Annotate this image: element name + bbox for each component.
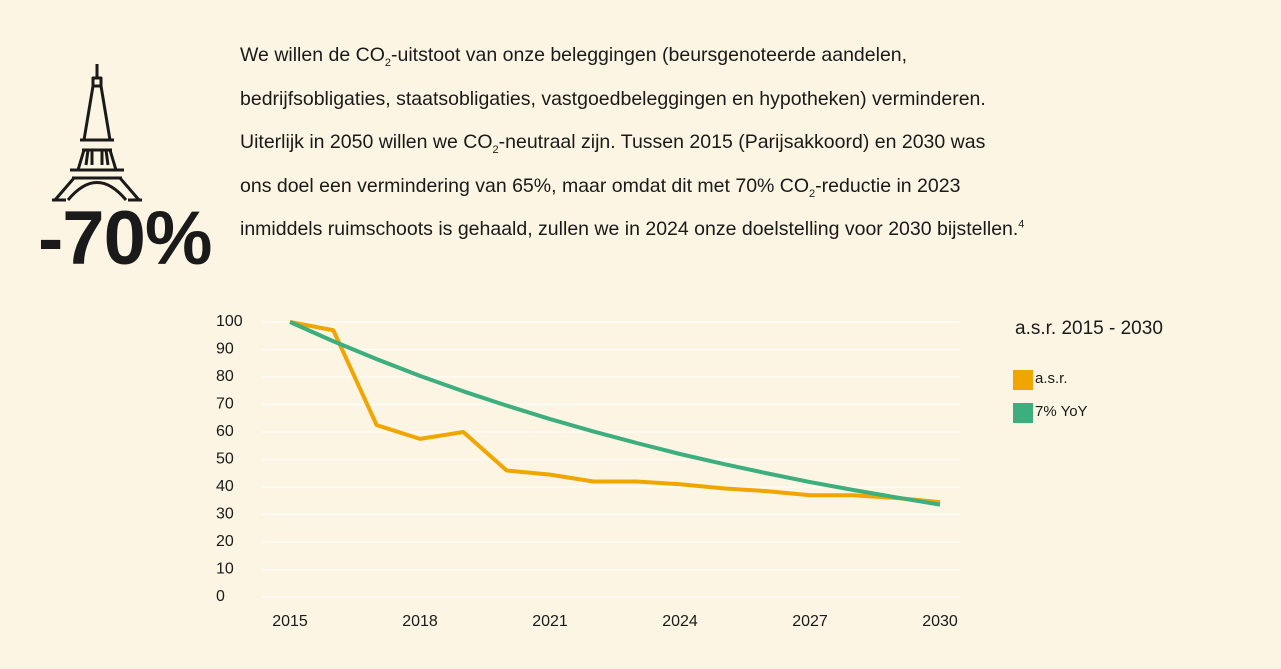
y-tick-label: 30 (216, 506, 234, 523)
x-tick-label: 2021 (532, 613, 568, 630)
y-tick-label: 40 (216, 478, 234, 495)
y-tick-label: 90 (216, 341, 234, 358)
y-tick-label: 10 (216, 561, 234, 578)
x-tick-label: 2024 (662, 613, 698, 630)
y-tick-label: 50 (216, 451, 234, 468)
x-tick-label: 2015 (272, 613, 308, 630)
headline-figure: -70% (38, 196, 212, 281)
legend-title: a.s.r. 2015 - 2030 (1015, 318, 1163, 339)
y-tick-label: 80 (216, 368, 234, 385)
y-tick-label: 20 (216, 533, 234, 550)
paragraph: We willen de CO2-uitstoot van onze beleg… (240, 34, 1024, 252)
x-tick-label: 2030 (922, 613, 958, 630)
subscript: 2 (384, 56, 391, 69)
text-run: ons doel een vermindering van 65%, maar … (240, 174, 810, 197)
text-run: inmiddels ruimschoots is gehaald, zullen… (240, 218, 1019, 240)
subscript: 2 (809, 187, 816, 200)
text-line: We willen de CO2-uitstoot van onze beleg… (240, 34, 1024, 78)
text-line: inmiddels ruimschoots is gehaald, zullen… (240, 208, 1024, 252)
text-run: -reductie in 2023 (815, 174, 961, 197)
text-run: -uitstoot van onze beleggingen (beursgen… (391, 44, 908, 66)
data-line (289, 320, 941, 505)
x-tick-label: 2018 (402, 613, 438, 630)
data-line (289, 320, 941, 507)
text-line: bedrijfsobligaties, staatsobligaties, va… (240, 78, 1024, 122)
text-run: Uiterlijk in 2050 willen we CO (240, 131, 493, 153)
y-tick-label: 0 (216, 588, 225, 605)
superscript: 4 (1018, 218, 1025, 231)
legend-label: a.s.r. (1035, 370, 1068, 387)
text-run: bedrijfsobligaties, staatsobligaties, va… (240, 87, 986, 110)
text-line: Uiterlijk in 2050 willen we CO2-neutraal… (240, 121, 1024, 165)
y-tick-label: 60 (216, 423, 234, 440)
y-tick-label: 70 (216, 396, 234, 413)
legend-swatch (1013, 403, 1033, 423)
y-tick-label: 100 (216, 313, 243, 330)
legend-label: 7% YoY (1035, 403, 1088, 420)
text-run: We willen de CO (240, 44, 385, 66)
subscript: 2 (492, 143, 499, 156)
x-tick-label: 2027 (792, 613, 828, 630)
text-line: ons doel een vermindering van 65%, maar … (240, 165, 1024, 209)
text-run: -neutraal zijn. Tussen 2015 (Parijsakkoo… (498, 131, 986, 153)
legend-swatch (1013, 370, 1033, 390)
eiffel-icon (52, 64, 142, 202)
